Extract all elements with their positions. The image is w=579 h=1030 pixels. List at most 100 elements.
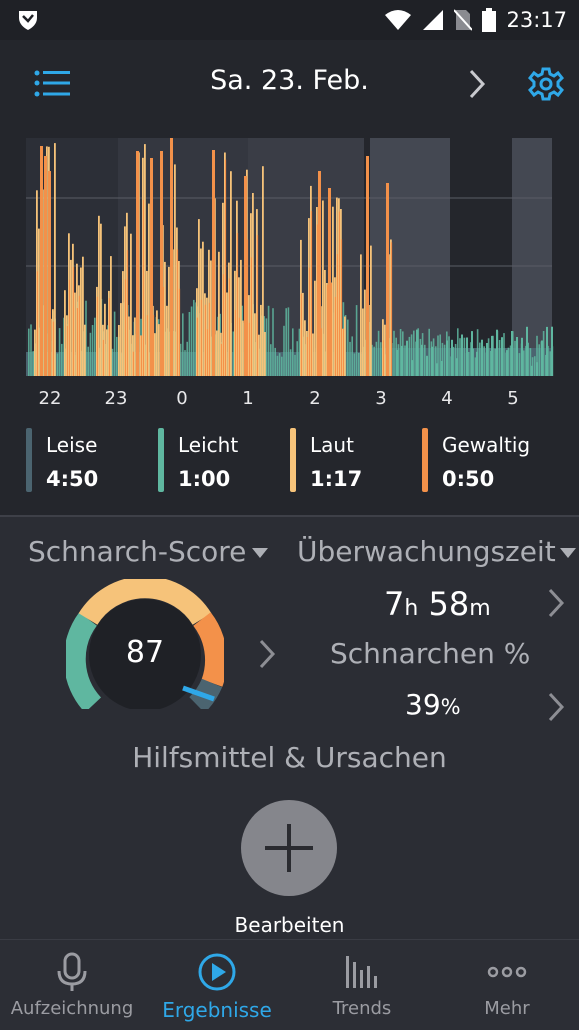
bar-gewaltig: [234, 310, 237, 376]
bar-gewaltig-spike: [318, 171, 321, 376]
bar-leicht: [486, 343, 488, 376]
bar-leicht: [451, 339, 453, 376]
bar-gewaltig: [132, 351, 135, 376]
bar-leicht: [58, 328, 61, 376]
divider: [0, 515, 579, 517]
bar-leicht: [373, 346, 375, 376]
snore-score-title[interactable]: Schnarch-Score: [28, 535, 247, 568]
bar-leicht: [276, 355, 279, 376]
x-tick-label: 0: [176, 388, 188, 409]
bar-leicht: [494, 348, 496, 376]
bar-laut: [154, 333, 156, 376]
legend-label: Gewaltig: [442, 433, 531, 457]
bar-gewaltig-spike: [170, 138, 173, 376]
bar-leicht: [232, 331, 235, 376]
chevron-right-icon[interactable]: [256, 638, 278, 670]
snore-percent-number: 39: [405, 688, 441, 721]
monitor-minutes: 58: [428, 585, 470, 623]
x-tick-label: 22: [38, 388, 62, 409]
menu-list-icon[interactable]: [34, 70, 70, 98]
bar-laut: [370, 245, 372, 376]
nav-item-aufzeichnung[interactable]: Aufzeichnung: [0, 940, 144, 1030]
bar-gewaltig: [76, 308, 79, 376]
header: Sa. 23. Feb.: [0, 40, 579, 126]
bar-leicht: [527, 342, 529, 376]
bar-laut: [258, 334, 260, 376]
bar-laut: [130, 233, 132, 376]
bar-leicht: [32, 351, 34, 376]
bar-gewaltig: [300, 293, 303, 376]
nav-item-ergebnisse[interactable]: Ergebnisse: [145, 940, 289, 1030]
monitor-m-unit: m: [469, 596, 491, 621]
bar-gewaltig: [142, 200, 145, 376]
chevron-right-icon[interactable]: [545, 691, 567, 723]
bar-leicht: [426, 356, 428, 376]
bar-leicht: [516, 337, 518, 376]
bar-leicht: [468, 352, 470, 376]
bar-gewaltig-spike: [386, 183, 389, 376]
legend-swatch: [422, 428, 428, 492]
bar-gewaltig: [334, 296, 337, 376]
bar-leicht: [538, 344, 540, 376]
bar-leicht: [30, 324, 32, 376]
bar-leicht: [358, 353, 360, 376]
gear-icon[interactable]: [528, 66, 564, 102]
bar-gewaltig: [66, 325, 69, 376]
bar-laut: [156, 310, 158, 376]
bar-leicht: [91, 325, 94, 376]
bar-laut: [84, 324, 86, 376]
status-time: 23:17: [506, 8, 567, 32]
legend-label: Leise: [46, 433, 98, 457]
monitor-time-title[interactable]: Überwachungszeit: [297, 535, 556, 568]
bar-gewaltig-spike: [212, 150, 215, 376]
bar-gewaltig: [146, 315, 149, 376]
bar-laut: [302, 292, 304, 376]
legend-swatch: [290, 428, 296, 492]
bar-leicht: [457, 328, 459, 376]
nav-item-trends[interactable]: Trends: [290, 940, 434, 1030]
bar-leicht: [428, 328, 430, 376]
bottom-nav: Aufzeichnung Ergebnisse Trends Mehr: [0, 939, 579, 1030]
bar-leicht: [56, 353, 59, 376]
bar-gewaltig: [250, 257, 253, 376]
snore-score-gauge: [66, 579, 224, 709]
bar-leicht: [375, 341, 378, 376]
bar-laut: [122, 271, 124, 376]
bar-leicht: [536, 335, 538, 376]
edit-label[interactable]: Bearbeiten: [234, 913, 345, 937]
caret-down-icon[interactable]: [252, 548, 268, 558]
bar-laut: [104, 303, 106, 376]
bar-laut: [80, 267, 82, 376]
add-button[interactable]: [241, 800, 337, 896]
bar-laut: [216, 330, 218, 376]
monitor-h-unit: h: [404, 596, 419, 621]
bar-laut: [168, 266, 170, 376]
caret-down-icon[interactable]: [560, 548, 576, 558]
bar-leicht: [371, 344, 373, 376]
nav-label: Trends: [332, 998, 392, 1019]
bar-gewaltig: [306, 337, 309, 376]
bar-leicht: [393, 330, 395, 376]
nav-item-mehr[interactable]: Mehr: [435, 940, 579, 1030]
bar-leicht: [396, 349, 398, 376]
bar-leicht: [404, 345, 406, 376]
chevron-right-icon[interactable]: [466, 68, 488, 100]
x-tick-label: 23: [104, 388, 128, 409]
chevron-right-icon[interactable]: [545, 587, 567, 619]
bar-laut: [164, 261, 166, 376]
bar-leicht: [441, 342, 444, 376]
bar-leicht: [347, 319, 349, 376]
bar-gewaltig: [316, 224, 319, 376]
bar-leicht: [94, 317, 96, 376]
bar-leicht: [471, 331, 473, 376]
bar-leicht: [283, 325, 285, 376]
bar-leicht: [436, 363, 438, 376]
bar-leicht: [549, 351, 551, 376]
bar-leicht: [413, 330, 415, 376]
bar-leicht: [406, 340, 408, 376]
bar-laut: [226, 292, 228, 376]
bar-leicht: [298, 328, 301, 376]
bar-leicht: [501, 337, 503, 376]
no-sim-icon: [454, 9, 473, 31]
bar-leicht: [353, 353, 356, 376]
